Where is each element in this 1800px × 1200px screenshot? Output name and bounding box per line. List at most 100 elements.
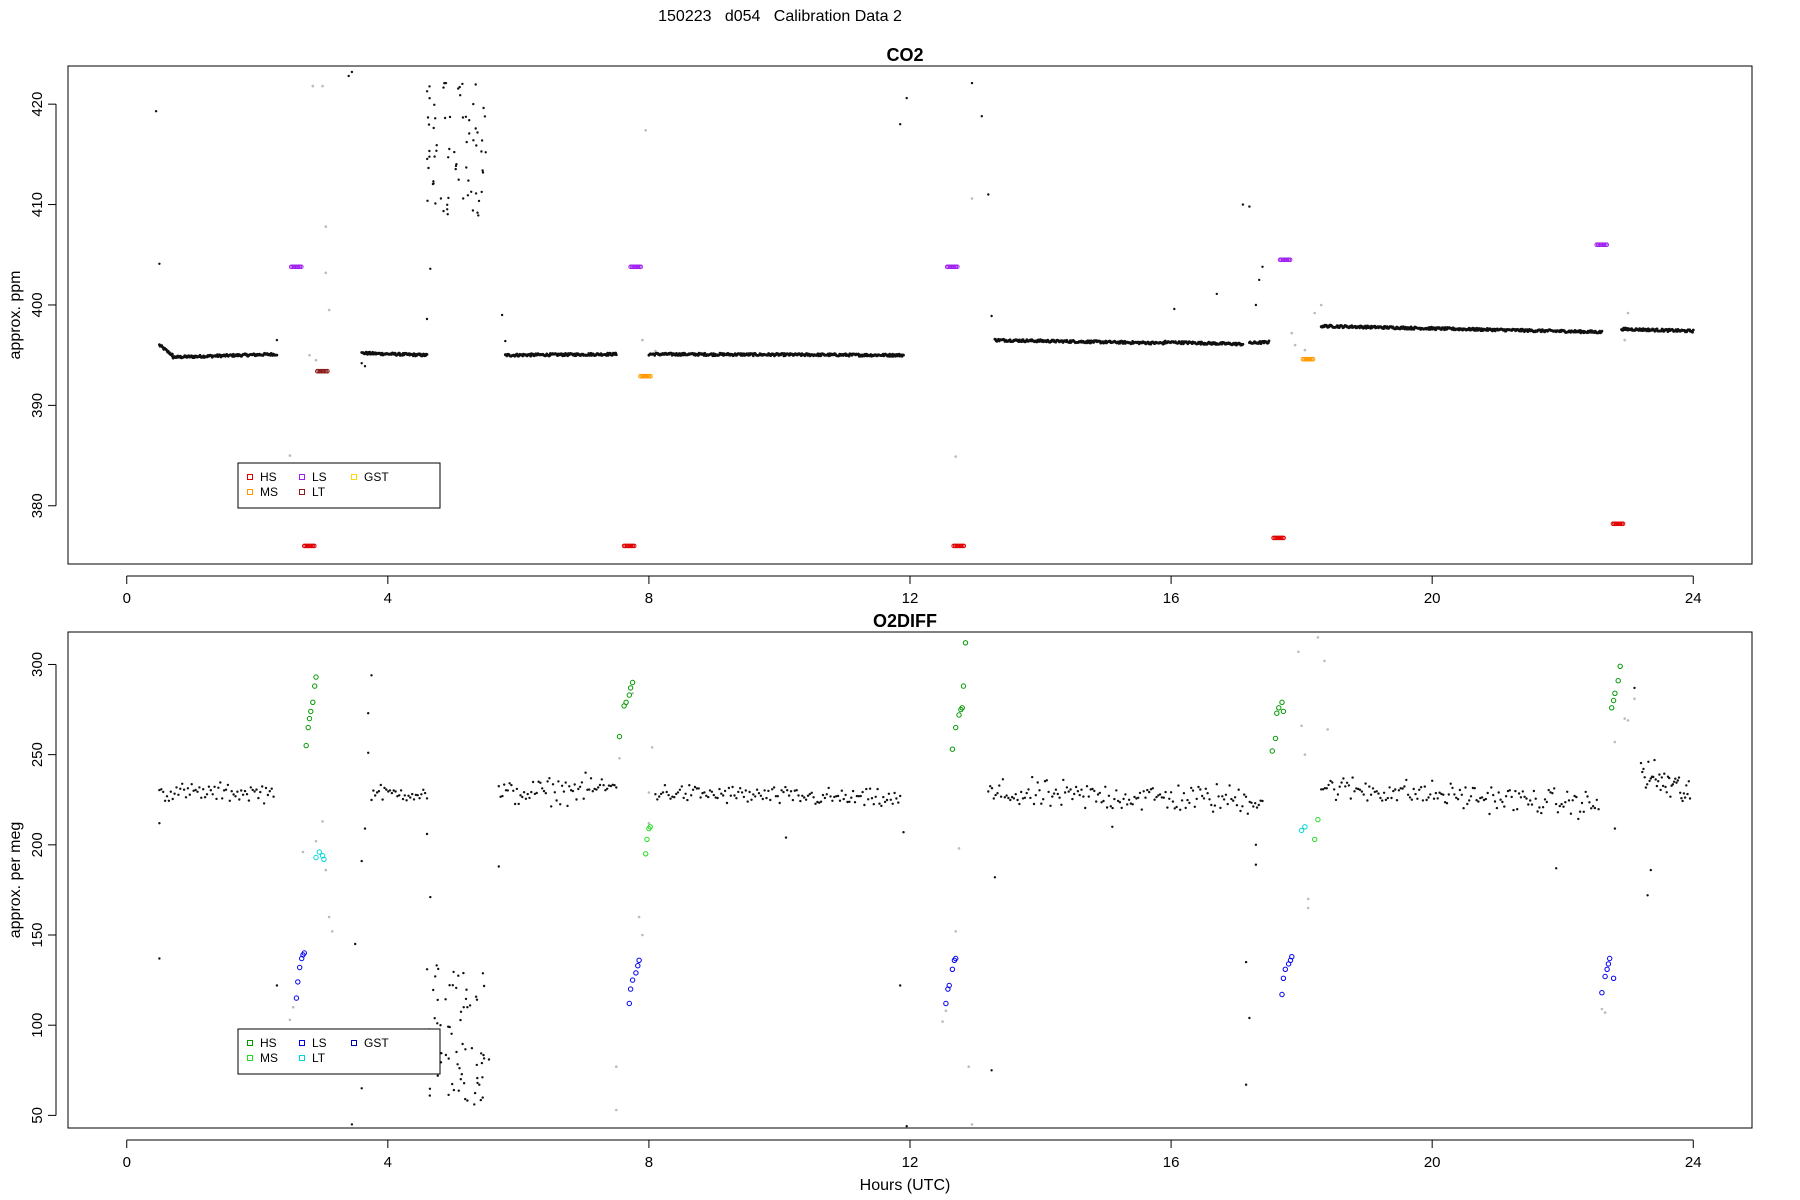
sample-point — [215, 797, 218, 801]
sample-point — [1558, 804, 1562, 808]
sample-point — [720, 792, 723, 795]
sample-point — [1182, 792, 1186, 795]
sample-point — [448, 115, 452, 119]
sample-point — [432, 182, 435, 185]
sample-point — [1658, 773, 1661, 776]
x-tick-label: 20 — [1424, 1154, 1441, 1171]
cal-point-ls — [1607, 955, 1613, 962]
sample-point — [1226, 802, 1229, 806]
sample-point — [1239, 809, 1242, 813]
sample-point — [1142, 790, 1145, 793]
sample-point — [1434, 791, 1438, 795]
flushed-point — [637, 915, 641, 919]
sample-point — [251, 788, 254, 792]
sample-point — [1211, 810, 1215, 813]
sample-point — [905, 1125, 908, 1128]
sample-point — [1334, 798, 1338, 802]
sample-point — [1255, 806, 1259, 809]
sample-point — [1124, 793, 1127, 796]
sample-point — [388, 789, 392, 792]
cal-point-ls — [1279, 991, 1285, 998]
sample-point — [835, 795, 838, 798]
sample-point — [814, 802, 817, 805]
sample-point — [1001, 778, 1005, 781]
sample-point — [347, 74, 350, 78]
sample-point — [253, 790, 256, 793]
sample-point — [1173, 307, 1176, 311]
cal-point-ms — [646, 373, 652, 379]
sample-point — [213, 785, 216, 788]
sample-point — [1469, 795, 1473, 798]
sample-point — [433, 1017, 436, 1020]
sample-point — [1449, 782, 1452, 785]
cal-point-hs — [961, 543, 967, 549]
sample-point — [407, 794, 410, 797]
sample-point — [470, 190, 473, 193]
cal-point-hs — [959, 705, 965, 711]
sample-point — [658, 795, 661, 798]
sample-point — [1408, 796, 1412, 799]
sample-point — [566, 804, 569, 808]
sample-point — [1169, 791, 1173, 794]
sample-point — [442, 209, 445, 213]
sample-point — [1562, 805, 1565, 808]
sample-point — [1375, 790, 1378, 793]
cal-point-ls — [626, 1000, 632, 1007]
sample-point — [275, 984, 279, 987]
sample-point — [891, 802, 894, 805]
sample-point — [425, 968, 429, 971]
sample-point — [1553, 787, 1556, 790]
sample-point — [1369, 793, 1373, 796]
sample-point — [1204, 787, 1208, 790]
cal-point-hs — [1616, 521, 1621, 527]
sample-point — [887, 792, 891, 795]
sample-point — [690, 794, 693, 797]
sample-point — [772, 786, 776, 789]
cal-point-hs — [951, 543, 957, 549]
cal-point-hs — [1617, 663, 1623, 669]
sample-point — [1166, 806, 1169, 809]
plot-area — [158, 636, 1692, 1128]
sample-point — [1480, 796, 1484, 799]
sample-point — [1259, 799, 1262, 802]
sample-point — [1342, 777, 1345, 780]
sample-point — [479, 1098, 482, 1102]
sample-point — [1045, 779, 1049, 782]
sample-point — [1349, 797, 1353, 800]
cal-point-ls — [295, 979, 301, 985]
x-tick-label: 0 — [123, 590, 131, 607]
sample-point — [600, 778, 603, 781]
sample-point — [589, 777, 593, 780]
sample-point — [468, 1004, 472, 1007]
legend-box — [237, 462, 441, 509]
sample-point — [1443, 801, 1447, 804]
sample-point — [255, 788, 258, 791]
sample-point — [1532, 789, 1536, 793]
sample-point — [475, 998, 479, 1001]
sample-point — [497, 785, 500, 788]
sample-point — [437, 967, 440, 971]
sample-point — [1241, 342, 1245, 346]
cal-point-ms — [1315, 816, 1321, 823]
sample-point — [512, 789, 515, 792]
flushed-point — [301, 850, 305, 854]
sample-point — [457, 974, 460, 977]
cal-point-hs — [307, 543, 313, 549]
sample-point — [1336, 793, 1340, 796]
sample-point — [432, 180, 435, 183]
sample-point — [447, 156, 450, 159]
flushed-point — [1290, 331, 1294, 335]
sample-point — [451, 984, 454, 987]
sample-point — [1392, 789, 1395, 793]
sample-point — [480, 1052, 483, 1055]
sample-point — [859, 794, 862, 798]
cal-point-hs — [616, 733, 623, 740]
sample-point — [1202, 797, 1206, 800]
sample-point — [755, 788, 759, 791]
legend-label-lt: LT — [312, 1051, 326, 1065]
sample-point — [778, 801, 781, 805]
sample-point — [501, 794, 504, 798]
sample-point — [432, 988, 435, 992]
sample-point — [385, 788, 388, 791]
sample-point — [504, 339, 507, 343]
